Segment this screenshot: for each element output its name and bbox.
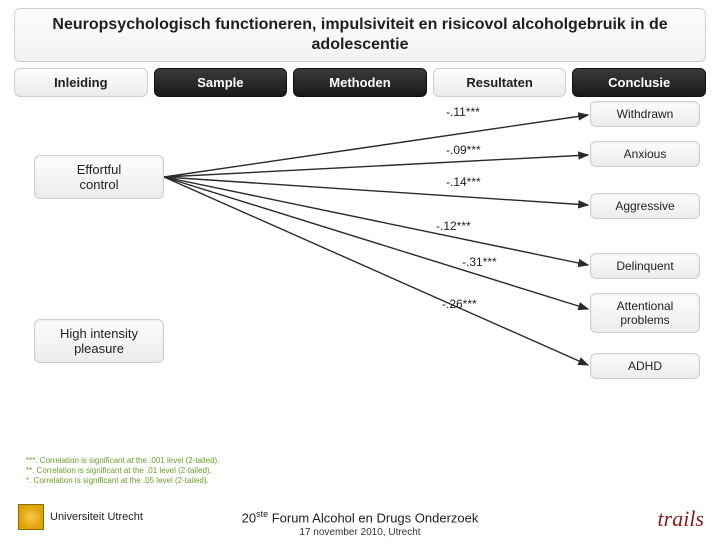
tabs-row: InleidingSampleMethodenResultatenConclus… — [14, 68, 706, 97]
tab-methoden[interactable]: Methoden — [293, 68, 427, 97]
node-anxious: Anxious — [590, 141, 700, 167]
significance-footnotes: ***. Correlation is significant at the .… — [26, 456, 219, 486]
tab-sample[interactable]: Sample — [154, 68, 288, 97]
logo-universiteit-utrecht: Universiteit Utrecht — [18, 504, 143, 530]
edge-label: -.31*** — [462, 255, 497, 269]
footer-title-post: Forum Alcohol en Drugs Onderzoek — [268, 510, 478, 525]
footnote-line: ***. Correlation is significant at the .… — [26, 456, 219, 466]
node-aggressive: Aggressive — [590, 193, 700, 219]
node-adhd: ADHD — [590, 353, 700, 379]
edge-label: -.26*** — [442, 297, 477, 311]
logo-left-text: Universiteit Utrecht — [50, 511, 143, 523]
node-withdrawn: Withdrawn — [590, 101, 700, 127]
footer-title-sup: ste — [256, 509, 268, 519]
sun-icon — [18, 504, 44, 530]
page-title: Neuropsychologisch functioneren, impulsi… — [14, 8, 706, 62]
footer-title-pre: 20 — [242, 510, 256, 525]
node-hip: High intensitypleasure — [34, 319, 164, 363]
logo-trails: trails — [658, 506, 704, 532]
edge-label: -.11*** — [446, 105, 480, 119]
tab-inleiding[interactable]: Inleiding — [14, 68, 148, 97]
tab-resultaten[interactable]: Resultaten — [433, 68, 567, 97]
edge-label: -.09*** — [446, 143, 481, 157]
node-effortful: Effortfulcontrol — [34, 155, 164, 199]
edge-label: -.12*** — [436, 219, 471, 233]
footnote-line: **. Correlation is significant at the .0… — [26, 466, 219, 476]
tab-conclusie[interactable]: Conclusie — [572, 68, 706, 97]
node-attprob: Attentionalproblems — [590, 293, 700, 333]
edge-label: -.14*** — [446, 175, 481, 189]
footnote-line: *. Correlation is significant at the .05… — [26, 476, 219, 486]
node-delinquent: Delinquent — [590, 253, 700, 279]
diagram-canvas: Effortfulcontrol High intensitypleasure Wi… — [14, 97, 706, 437]
